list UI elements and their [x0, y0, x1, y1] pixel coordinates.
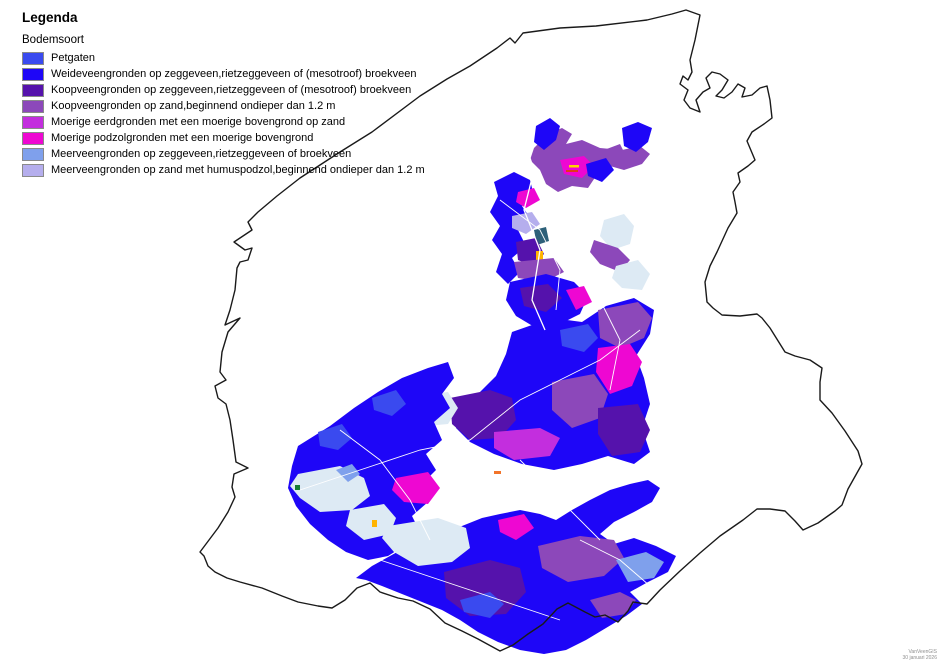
soil-region-north-arm: [490, 118, 652, 328]
legend-row: Moerige podzolgronden met een moerige bo…: [22, 130, 425, 146]
credit-source: VanVeenGIS: [908, 649, 937, 655]
legend-subtitle: Bodemsoort: [22, 34, 85, 46]
legend-color-swatch: [22, 115, 44, 129]
map-credit: VanVeenGIS 30 januari 2026: [903, 649, 937, 661]
legend-item-label: Meerveengronden op zand met humuspodzol,…: [51, 164, 425, 176]
legend-item-label: Weideveengronden op zeggeveen,rietzeggev…: [51, 68, 417, 80]
legend-color-swatch: [22, 83, 44, 97]
lake: [600, 214, 634, 250]
legend-row: Meerveengronden op zand met humuspodzol,…: [22, 162, 425, 178]
legend-title: Legenda: [22, 10, 78, 25]
legend-item-label: Moerige podzolgronden met een moerige bo…: [51, 132, 314, 144]
legend-row: Koopveengronden op zand,beginnend ondiep…: [22, 98, 425, 114]
credit-date: 30 januari 2026: [902, 655, 937, 661]
legend-color-swatch: [22, 99, 44, 113]
legend-item-label: Moerige eerdgronden met een moerige bove…: [51, 116, 346, 128]
legend-row: Weideveengronden op zeggeveen,rietzeggev…: [22, 66, 425, 82]
province-outline: [199, 9, 863, 652]
road-corridors: [299, 127, 651, 621]
lake: [612, 260, 650, 290]
legend-row: Meerveengronden op zeggeveen,rietzeggeve…: [22, 146, 425, 162]
legend: Legenda Bodemsoort Petgaten Weideveengro…: [22, 10, 425, 178]
legend-items: Petgaten Weideveengronden op zeggeveen,r…: [22, 50, 425, 178]
legend-color-swatch: [22, 67, 44, 81]
legend-color-swatch: [22, 51, 44, 65]
soil-region-west: [288, 362, 454, 560]
legend-item-label: Koopveengronden op zand,beginnend ondiep…: [51, 100, 336, 112]
legend-item-label: Meerveengronden op zeggeveen,rietzeggeve…: [51, 148, 352, 160]
legend-row: Moerige eerdgronden met een moerige bove…: [22, 114, 425, 130]
legend-row: Koopveengronden op zeggeveen,rietzeggeve…: [22, 82, 425, 98]
legend-color-swatch: [22, 147, 44, 161]
legend-color-swatch: [22, 131, 44, 145]
legend-item-label: Koopveengronden op zeggeveen,rietzeggeve…: [51, 84, 412, 96]
legend-row: Petgaten: [22, 50, 425, 66]
lake: [382, 518, 470, 566]
legend-item-label: Petgaten: [51, 52, 96, 64]
legend-color-swatch: [22, 163, 44, 177]
soil-region-central: [416, 298, 654, 474]
lake: [346, 504, 396, 540]
